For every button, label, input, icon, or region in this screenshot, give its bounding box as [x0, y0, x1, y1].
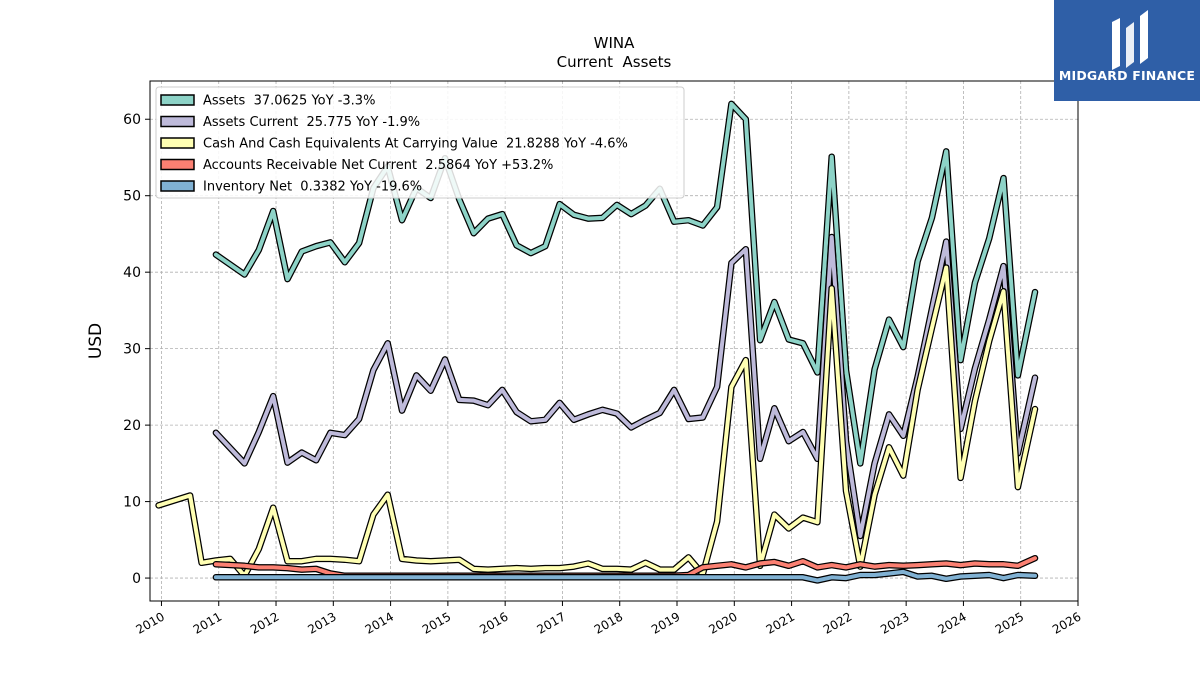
legend-swatch — [160, 180, 195, 192]
x-tick-label: 2013 — [305, 609, 338, 636]
legend-label: Inventory Net 0.3382 YoY -19.6% — [203, 180, 422, 195]
x-tick-label: 2011 — [191, 609, 224, 636]
series-line — [156, 265, 1037, 578]
y-tick-label: 20 — [123, 418, 141, 434]
y-axis-label: USD — [86, 323, 106, 359]
series-line — [213, 101, 1037, 466]
y-axis: 0 10 20 30 40 50 60 — [123, 112, 150, 587]
series-0 — [212, 100, 1039, 467]
x-tick-label: 2016 — [477, 609, 510, 636]
y-tick-label: 50 — [123, 189, 141, 205]
legend-label: Cash And Cash Equivalents At Carrying Va… — [203, 137, 628, 152]
series-1 — [212, 233, 1039, 540]
legend-swatch — [160, 158, 195, 171]
x-tick-label: 2023 — [878, 609, 911, 636]
x-tick-label: 2022 — [821, 609, 854, 636]
brand-logo: MIDGARD FINANCE — [1054, 0, 1200, 101]
legend-label: Accounts Receivable Net Current 2.5864 Y… — [203, 158, 553, 173]
legend-swatch — [160, 137, 195, 149]
logo-mark-icon — [1112, 10, 1148, 70]
y-tick-label: 10 — [123, 495, 141, 511]
chart-subtitle: Current Assets — [557, 53, 672, 71]
x-axis: 2010 2011 2012 2013 2014 2015 2016 2017 2018 2019… — [134, 601, 1084, 637]
series-line — [213, 235, 1037, 538]
x-tick-label: 2010 — [134, 609, 167, 636]
x-tick-label: 2020 — [706, 609, 739, 636]
y-tick-label: 60 — [123, 112, 141, 128]
x-tick-label: 2024 — [935, 609, 968, 636]
legend-label: Assets Current 25.775 YoY -1.9% — [203, 115, 420, 130]
y-tick-label: 30 — [123, 342, 141, 358]
legend: Assets 37.0625 YoY -3.3% Assets Current 2… — [155, 86, 685, 199]
x-tick-label: 2012 — [248, 609, 281, 636]
x-tick-label: 2025 — [993, 609, 1026, 636]
legend-label: Assets 37.0625 YoY -3.3% — [203, 94, 375, 109]
x-tick-label: 2026 — [1050, 609, 1083, 636]
x-tick-label: 2017 — [534, 609, 567, 636]
x-tick-label: 2014 — [363, 609, 396, 636]
series-layer — [155, 100, 1039, 584]
y-tick-label: 40 — [123, 265, 141, 281]
brand-logo-text: MIDGARD FINANCE — [1058, 68, 1196, 83]
series-line — [213, 569, 1037, 583]
legend-swatch — [160, 94, 195, 106]
y-tick-label: 0 — [132, 571, 141, 587]
legend-box — [155, 86, 685, 199]
legend-swatch — [160, 115, 195, 128]
plot-frame — [149, 80, 1079, 602]
x-tick-label: 2018 — [592, 609, 625, 636]
x-tick-label: 2021 — [764, 609, 797, 636]
series-4 — [212, 568, 1039, 584]
series-2 — [155, 264, 1039, 580]
chart-title: WINA — [594, 34, 635, 52]
x-tick-label: 2015 — [420, 609, 453, 636]
x-tick-label: 2019 — [649, 609, 682, 636]
